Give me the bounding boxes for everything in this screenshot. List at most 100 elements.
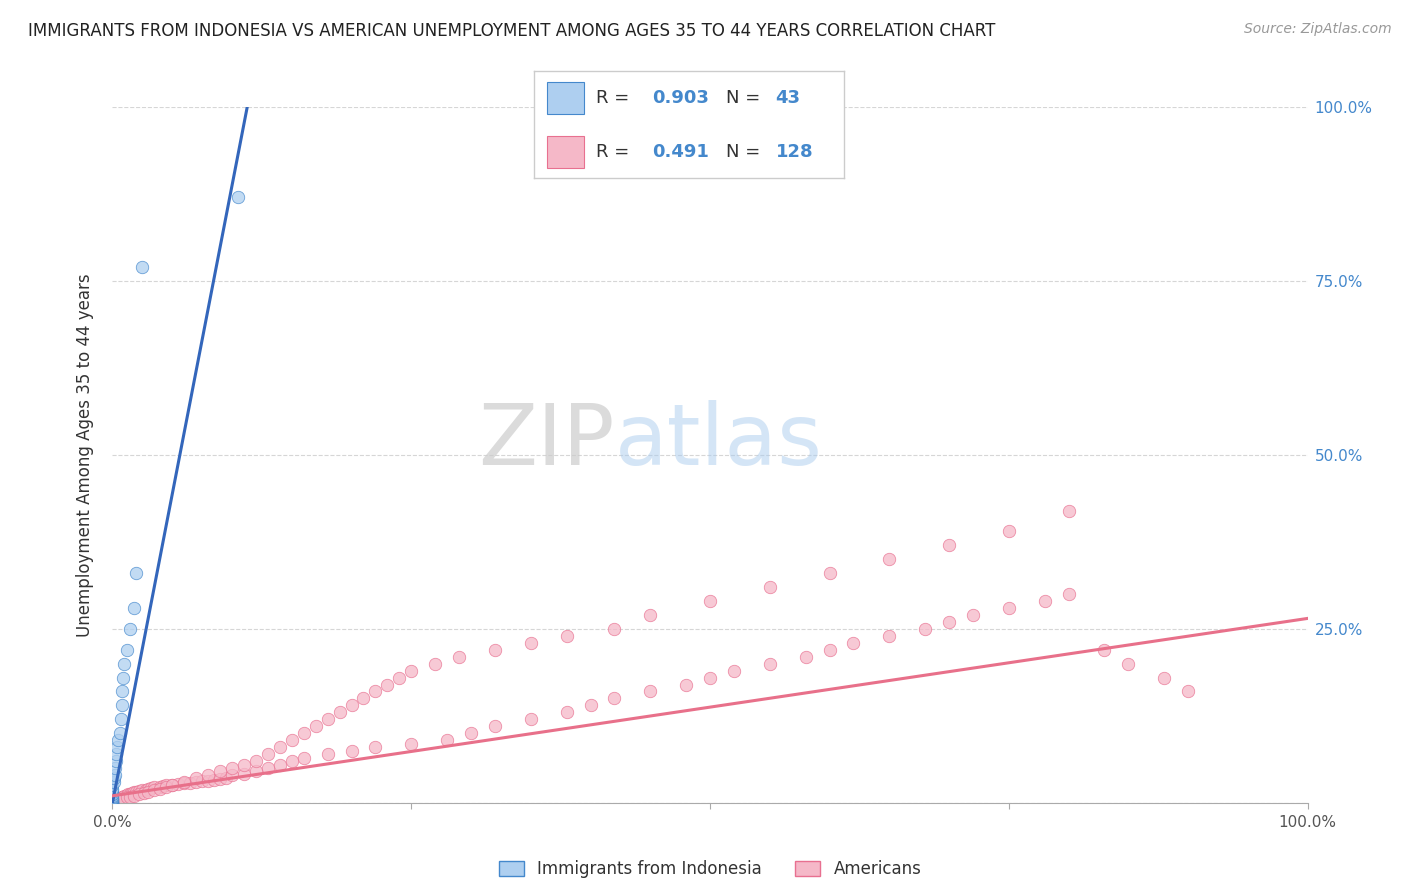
Point	[208, 772, 231, 786]
Point	[377, 677, 399, 691]
Point	[759, 580, 782, 594]
Point	[122, 789, 145, 803]
Point	[105, 740, 128, 755]
Point	[114, 657, 135, 671]
Point	[364, 740, 387, 755]
Point	[101, 795, 124, 809]
Point	[794, 649, 817, 664]
Point	[352, 691, 374, 706]
Point	[699, 671, 721, 685]
Point	[143, 780, 166, 795]
Point	[104, 794, 127, 808]
Point	[1177, 684, 1199, 698]
Point	[105, 747, 128, 761]
Point	[520, 712, 543, 726]
Point	[460, 726, 482, 740]
Point	[292, 750, 315, 764]
Point	[436, 733, 458, 747]
Point	[108, 792, 131, 806]
Point	[101, 781, 124, 796]
Point	[603, 691, 626, 706]
Point	[110, 791, 132, 805]
Point	[221, 768, 243, 782]
Point	[675, 677, 697, 691]
Point	[425, 657, 447, 671]
Point	[257, 747, 280, 761]
Point	[112, 671, 135, 685]
Point	[128, 784, 150, 798]
Point	[340, 744, 363, 758]
Point	[143, 783, 166, 797]
Point	[104, 793, 127, 807]
Point	[401, 737, 423, 751]
Point	[162, 778, 183, 792]
Point	[103, 794, 125, 808]
Point	[818, 566, 841, 581]
Point	[555, 706, 578, 720]
Point	[269, 740, 291, 755]
Point	[579, 698, 602, 713]
Point	[998, 601, 1021, 615]
Point	[520, 636, 543, 650]
Point	[998, 524, 1021, 539]
Point	[197, 773, 219, 788]
Point	[1153, 671, 1175, 685]
Point	[101, 796, 124, 810]
Point	[328, 706, 352, 720]
Point	[111, 791, 134, 805]
Point	[101, 791, 124, 805]
Text: 0.903: 0.903	[652, 89, 709, 107]
Point	[120, 622, 142, 636]
Point	[101, 796, 124, 810]
Point	[107, 792, 129, 806]
Point	[155, 778, 177, 792]
Point	[638, 607, 662, 622]
Point	[292, 726, 315, 740]
Text: N =: N =	[725, 143, 766, 161]
Point	[103, 775, 125, 789]
Point	[281, 754, 304, 768]
Point	[105, 793, 128, 807]
Point	[245, 754, 267, 768]
Point	[245, 764, 267, 779]
Point	[111, 684, 134, 698]
Point	[962, 607, 984, 622]
Point	[125, 785, 148, 799]
Point	[131, 783, 153, 797]
Point	[111, 698, 134, 713]
Point	[1057, 503, 1080, 517]
Point	[121, 786, 143, 800]
Point	[114, 789, 135, 803]
Point	[101, 796, 124, 810]
Point	[125, 566, 148, 581]
Point	[105, 792, 128, 806]
Point	[173, 775, 195, 789]
Point	[104, 768, 127, 782]
Point	[938, 615, 960, 629]
Bar	[547, 136, 583, 168]
Point	[304, 719, 326, 733]
Point	[152, 779, 174, 793]
Point	[131, 260, 153, 274]
Point	[107, 733, 129, 747]
Point	[877, 552, 900, 566]
Point	[818, 642, 841, 657]
Y-axis label: Unemployment Among Ages 35 to 44 years: Unemployment Among Ages 35 to 44 years	[76, 273, 94, 637]
Point	[842, 636, 865, 650]
Point	[364, 684, 387, 698]
Point	[135, 782, 157, 797]
Point	[101, 794, 124, 808]
Point	[162, 778, 183, 792]
Point	[107, 791, 129, 805]
Point	[1033, 594, 1056, 608]
Point	[110, 712, 132, 726]
Point	[101, 787, 124, 801]
Point	[232, 766, 256, 780]
Point	[447, 649, 470, 664]
Point	[877, 629, 900, 643]
Point	[101, 796, 124, 810]
Point	[401, 664, 423, 678]
Point	[281, 733, 304, 747]
Point	[101, 788, 124, 802]
Point	[138, 781, 160, 796]
